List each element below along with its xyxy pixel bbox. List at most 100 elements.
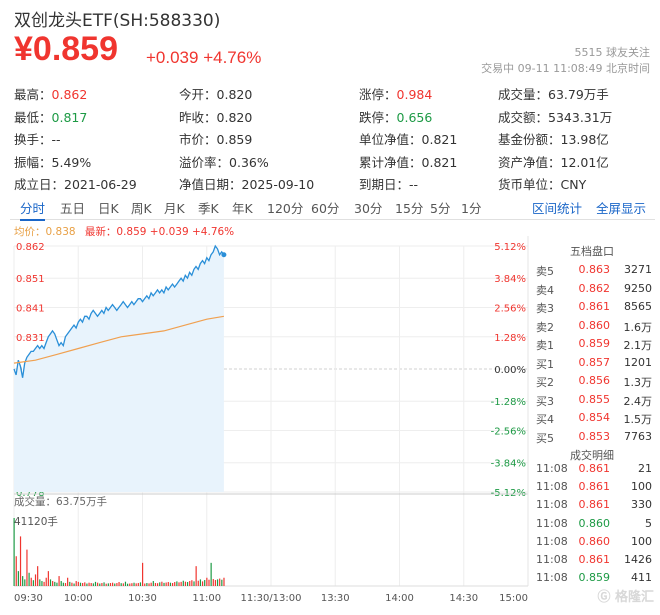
trade-row: 11:08 0.860 5 [534,517,654,535]
stat-label: 市价： [179,132,217,148]
orderbook-level: 卖2 [536,320,554,334]
tab-period[interactable]: 年K [232,201,253,216]
volume-bar [208,579,210,586]
followers-count[interactable]: 5515 球友关注 [574,46,651,59]
stats-row: 最低：0.817 昨收：0.820 跌停：0.656 成交额：5343.31万 [14,107,654,130]
tab-period[interactable]: 60分 [311,201,340,216]
stat-item: 成交额：5343.31万 [498,107,612,126]
volume-bar [41,581,43,586]
trade-volume: 411 [631,571,652,585]
orderbook-level: 买1 [536,357,554,371]
stat-value: 0.821 [421,132,458,148]
volume-bar [189,581,191,586]
tab-period[interactable]: 分时 [20,198,46,221]
volume-bar [146,583,148,586]
volume-bar [223,577,225,586]
orderbook-level: 买2 [536,376,554,389]
stat-label: 净值日期： [179,177,242,193]
tab-period[interactable]: 30分 [354,201,383,216]
stat-value: 5.49% [51,154,92,170]
stat-value: 12.01亿 [560,154,609,170]
volume-bar [64,583,67,586]
volume-bar [67,577,69,586]
trade-time: 11:08 [536,571,568,585]
tab-period[interactable]: 1分 [461,201,482,216]
stat-label: 成立日： [14,177,65,193]
volume-bar [133,582,135,586]
orderbook-price: 0.859 [578,337,611,350]
volume-bar [127,583,129,586]
volume-bar [58,576,60,586]
volume-bar [221,579,223,586]
stat-value: 0.862 [51,87,88,102]
stat-value: 0.984 [396,87,433,102]
volume-bar [97,582,99,586]
volume-bar [214,580,217,586]
volume-bar [71,582,73,586]
tab-period[interactable]: 15分 [395,201,424,216]
volume-bar [154,583,157,586]
orderbook-level: 买5 [536,431,554,445]
legend-latest-price: 最新：0.859 +0.039 +4.76% [84,226,235,238]
tab-period[interactable]: 季K [198,201,219,216]
time-tick-label: 10:30 [128,593,157,604]
stat-value: 0.656 [396,109,433,125]
stat-item: 换手：-- [14,129,61,148]
percent-tick-label: -3.84% [491,459,526,470]
chart-period-tabs: 分时 五日 日K 周K 月K 季K 年K 120分 60分 30分 15分 5分 1分 区间统计 全屏显示 [10,196,655,221]
stat-value: 0.859 [216,132,253,148]
stat-item: 净值日期：2025-09-10 [179,174,314,193]
volume-bar [167,582,169,586]
tab-period[interactable]: 周K [131,201,152,216]
last-price-dot [221,252,227,258]
percent-tick-label: 0.00% [494,365,526,376]
volume-bar [114,583,116,586]
orderbook-row: 买1 0.857 1201 [534,356,654,374]
time-tick-label: 14:30 [449,593,478,604]
tab-period[interactable]: 月K [164,201,185,216]
percent-tick-label: 2.56% [494,304,526,315]
volume-bar [210,562,212,586]
trade-price: 0.861 [578,498,611,512]
volume-bar [69,581,71,586]
orderbook-volume: 1.5万 [623,413,653,426]
tab-period[interactable]: 120分 [267,201,304,216]
price-tick-label: 0.841 [16,304,45,315]
percent-tick-label: 3.84% [494,274,526,285]
price-change: +0.039 +4.76% [146,48,262,67]
volume-bar [28,572,30,586]
volume-bar [201,581,204,586]
volume-bar [82,583,84,586]
volume-bar [193,581,195,586]
orderbook-level: 卖4 [536,283,554,297]
stat-value: 0.820 [216,87,253,102]
volume-bar [139,582,142,586]
tab-period[interactable]: 5分 [430,201,451,216]
tab-period[interactable]: 日K [98,201,119,216]
volume-bar [176,581,178,586]
orderbook-price: 0.857 [578,355,611,369]
price-area-fill [14,246,224,492]
tab-period[interactable]: 五日 [60,201,86,216]
volume-bar [30,577,32,586]
volume-bar [148,583,150,586]
volume-bar [191,580,193,586]
volume-bar [152,581,154,586]
percent-tick-label: -1.28% [491,397,526,408]
trade-volume: 330 [631,498,652,512]
volume-bar [165,582,167,586]
stat-label: 跌停： [359,109,397,125]
volume-bar [60,581,62,586]
orderbook-row: 卖3 0.861 8565 [534,300,654,318]
volume-bar [105,583,107,586]
stat-item: 昨收：0.820 [179,107,252,126]
range-stats-link[interactable]: 区间统计 [532,201,583,216]
intraday-chart[interactable]: 0.862 5.12% 0.851 3.84% 0.841 2.56% 0.831 1.28%… [0,236,660,615]
fullscreen-link[interactable]: 全屏显示 [596,201,647,216]
volume-bar [219,578,221,586]
volume-bar [26,549,28,586]
stat-item: 溢价率：0.36% [179,152,269,171]
stat-label: 资产净值： [498,154,561,170]
price-tick-label: 0.851 [16,274,45,285]
stats-row: 成立日：2021-06-29 净值日期：2025-09-10 到期日：-- 货币单位：… [14,174,654,197]
